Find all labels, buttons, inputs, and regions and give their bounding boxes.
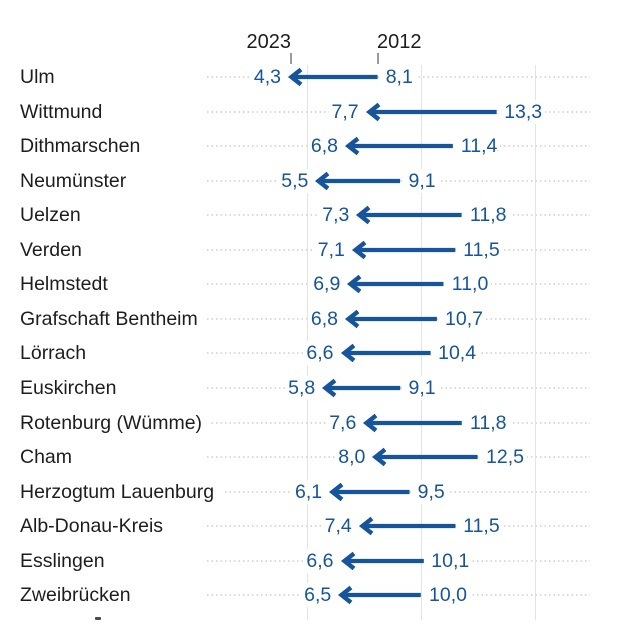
row-label: Ulm xyxy=(20,65,64,89)
value-label-2023: 6,8 xyxy=(307,134,346,159)
row-label: Dithmarschen xyxy=(20,134,150,159)
axis-tick-2012 xyxy=(376,53,379,64)
value-label-2023: 6,8 xyxy=(307,306,346,331)
value-label-2023: 5,8 xyxy=(285,375,324,400)
trend-arrow xyxy=(356,205,462,225)
value-label-2012: 11,0 xyxy=(444,272,492,297)
value-label-2023: 8,0 xyxy=(335,445,374,469)
value-label-2012: 9,5 xyxy=(410,479,448,504)
value-label-2012: 8,1 xyxy=(378,65,416,89)
trend-arrow xyxy=(287,67,378,87)
axis-tick-2023 xyxy=(290,53,292,64)
row-label: Grafschaft Bentheim xyxy=(20,306,207,331)
value-label-2012: 9,1 xyxy=(401,375,439,400)
row-label: Helmstedt xyxy=(20,272,117,297)
value-label-2012: 11,4 xyxy=(453,134,501,159)
trend-arrow xyxy=(340,344,431,363)
value-label-2023: 7,6 xyxy=(326,410,365,435)
row-label: Rotenburg (Wümme) xyxy=(20,410,212,435)
row-label: Herzogtum Lauenburg xyxy=(20,479,224,504)
row-label: Neumünster xyxy=(20,168,136,193)
value-label-2012: 10,1 xyxy=(424,548,473,573)
value-label-2023: 6,6 xyxy=(303,341,342,366)
row-label: Euskirchen xyxy=(20,375,126,400)
value-label-2023: 6,6 xyxy=(303,548,342,573)
value-label-2012: 13,3 xyxy=(497,99,546,124)
value-label-2023: 7,7 xyxy=(328,99,367,124)
trend-arrow xyxy=(365,102,497,121)
value-label-2012: 10,7 xyxy=(438,306,486,331)
value-label-2012: 11,8 xyxy=(463,203,510,228)
row-label: Uelzen xyxy=(20,203,90,228)
row-label: Verden xyxy=(20,237,91,262)
trend-arrow xyxy=(351,240,456,260)
trend-arrow xyxy=(338,586,421,605)
cutoff-row-fragment xyxy=(95,617,101,620)
value-label-2023: 7,1 xyxy=(314,237,353,262)
row-label: Wittmund xyxy=(20,99,112,124)
value-label-2023: 6,5 xyxy=(301,583,340,608)
row-label: Esslingen xyxy=(20,548,114,573)
trend-arrow xyxy=(344,136,453,156)
row-label: Cham xyxy=(20,445,82,469)
row-label: Alb-Donau-Kreis xyxy=(20,514,173,539)
row-label: Lörrach xyxy=(20,341,96,366)
gridline-10 xyxy=(421,65,422,620)
trend-arrow xyxy=(372,447,478,467)
trend-arrow xyxy=(347,275,444,294)
trend-arrow xyxy=(329,482,410,501)
column-header-2023: 2023 xyxy=(246,31,292,53)
trend-arrow xyxy=(322,378,401,398)
value-label-2012: 11,5 xyxy=(456,514,503,539)
value-label-2023: 5,5 xyxy=(278,168,317,193)
value-label-2012: 10,0 xyxy=(422,583,470,608)
gridline-15 xyxy=(535,65,536,620)
value-label-2023: 6,9 xyxy=(310,272,349,297)
value-label-2012: 11,8 xyxy=(463,410,510,435)
value-label-2012: 10,4 xyxy=(431,341,480,366)
value-label-2023: 7,4 xyxy=(321,514,360,539)
trend-arrow xyxy=(358,516,456,536)
trend-arrow xyxy=(340,551,424,570)
trend-arrow xyxy=(344,309,437,329)
column-header-2012: 2012 xyxy=(377,31,422,53)
row-label: Zweibrücken xyxy=(20,583,140,608)
value-label-2023: 4,3 xyxy=(250,65,289,89)
trend-arrow xyxy=(315,171,401,190)
value-label-2023: 7,3 xyxy=(319,203,358,228)
value-label-2012: 12,5 xyxy=(479,445,527,469)
value-label-2012: 9,1 xyxy=(401,168,439,193)
value-label-2023: 6,1 xyxy=(292,479,331,504)
trend-arrow xyxy=(363,413,463,432)
value-label-2012: 11,5 xyxy=(456,237,503,262)
